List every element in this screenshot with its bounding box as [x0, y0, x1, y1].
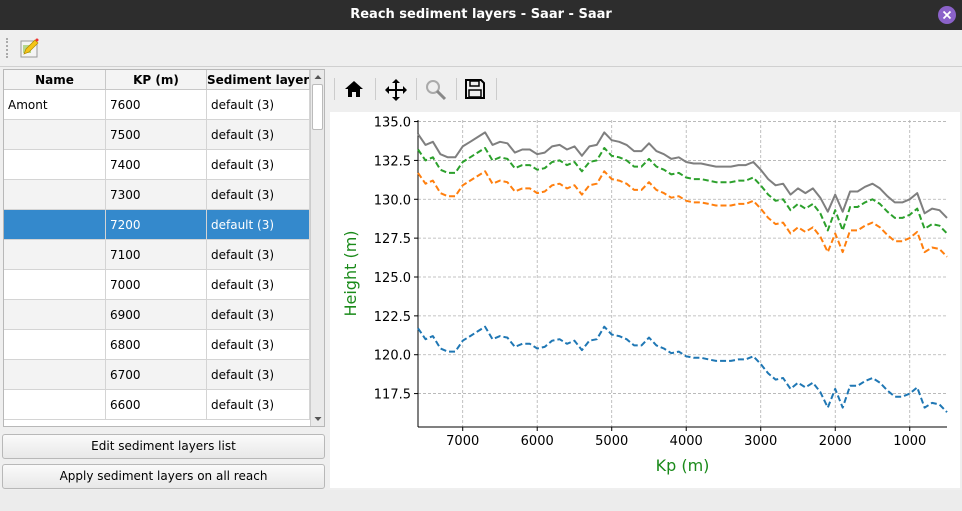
name-cell[interactable]: [4, 240, 106, 270]
table-row[interactable]: 7100 default (3): [4, 240, 310, 270]
status-bar: [0, 490, 962, 511]
y-tick-label: 125.0: [374, 271, 411, 286]
table-row[interactable]: 7400 default (3): [4, 150, 310, 180]
scroll-down-icon[interactable]: [311, 412, 325, 426]
name-cell[interactable]: [4, 300, 106, 330]
sediment-layers-cell[interactable]: default (3): [207, 90, 310, 120]
name-cell[interactable]: [4, 390, 106, 420]
x-axis-label: Kp (m): [656, 456, 710, 475]
series-line-1: [417, 147, 948, 235]
y-tick-label: 122.5: [374, 310, 411, 325]
sediment-layers-cell[interactable]: default (3): [207, 330, 310, 360]
x-tick-label: 3000: [744, 434, 777, 449]
name-cell[interactable]: [4, 120, 106, 150]
kp-cell[interactable]: 7000: [106, 270, 207, 300]
table-row[interactable]: 6600 default (3): [4, 390, 310, 420]
scroll-up-icon[interactable]: [311, 70, 325, 84]
window-title: Reach sediment layers - Saar - Saar: [350, 7, 612, 22]
series-line-0: [417, 131, 948, 219]
x-tick-label: 4000: [670, 434, 703, 449]
sediment-layers-cell[interactable]: default (3): [207, 300, 310, 330]
move-icon[interactable]: [384, 78, 408, 102]
table-row[interactable]: 7000 default (3): [4, 270, 310, 300]
x-tick-label: 2000: [819, 434, 852, 449]
kp-cell[interactable]: 6600: [106, 390, 207, 420]
y-tick-label: 127.5: [374, 232, 411, 247]
header-sediment-layers[interactable]: Sediment layers: [207, 70, 310, 90]
name-cell[interactable]: [4, 180, 106, 210]
save-icon[interactable]: [464, 78, 488, 102]
table-row[interactable]: 7500 default (3): [4, 120, 310, 150]
main-toolbar: [0, 30, 962, 67]
table-row[interactable]: Amont 7600 default (3): [4, 90, 310, 120]
y-tick-label: 130.0: [374, 193, 411, 208]
table-row[interactable]: 6800 default (3): [4, 330, 310, 360]
sediment-layers-cell[interactable]: default (3): [207, 360, 310, 390]
close-icon[interactable]: [938, 6, 956, 24]
sediment-layers-cell[interactable]: default (3): [207, 240, 310, 270]
edit-document-icon[interactable]: [18, 37, 40, 59]
table-row[interactable]: 6900 default (3): [4, 300, 310, 330]
edit-sediment-layers-button[interactable]: Edit sediment layers list: [2, 434, 325, 459]
kp-cell[interactable]: 7100: [106, 240, 207, 270]
kp-cell[interactable]: 6700: [106, 360, 207, 390]
header-kp[interactable]: KP (m): [106, 70, 207, 90]
sediment-layers-cell[interactable]: default (3): [207, 180, 310, 210]
y-tick-label: 135.0: [374, 116, 411, 131]
kp-cell[interactable]: 7400: [106, 150, 207, 180]
kp-cell[interactable]: 7600: [106, 90, 207, 120]
y-axis-label: Height (m): [341, 230, 360, 316]
x-tick-label: 6000: [521, 434, 554, 449]
name-cell[interactable]: [4, 150, 106, 180]
home-icon[interactable]: [343, 78, 367, 102]
window-titlebar: Reach sediment layers - Saar - Saar: [0, 0, 962, 30]
name-cell[interactable]: [4, 360, 106, 390]
kp-cell[interactable]: 6800: [106, 330, 207, 360]
kp-cell[interactable]: 7200: [106, 210, 207, 240]
x-tick-label: 1000: [893, 434, 926, 449]
name-cell[interactable]: [4, 210, 106, 240]
name-cell[interactable]: Amont: [4, 90, 106, 120]
height-chart[interactable]: 7000 6000 5000 4000 3000 2000 1000 135.0 132.5 13…: [330, 112, 960, 488]
sediment-layers-cell[interactable]: default (3): [207, 390, 310, 420]
y-tick-label: 132.5: [374, 154, 411, 169]
sediment-layers-cell[interactable]: default (3): [207, 120, 310, 150]
kp-cell[interactable]: 6900: [106, 300, 207, 330]
x-tick-label: 5000: [595, 434, 628, 449]
name-cell[interactable]: [4, 330, 106, 360]
sediment-layers-cell[interactable]: default (3): [207, 210, 310, 240]
table-row[interactable]: 6700 default (3): [4, 360, 310, 390]
apply-sediment-layers-button[interactable]: Apply sediment layers on all reach: [2, 464, 325, 489]
x-tick-label: 7000: [446, 434, 479, 449]
chart-svg: 7000 6000 5000 4000 3000 2000 1000 135.0 132.5 13…: [341, 116, 948, 475]
kp-cell[interactable]: 7500: [106, 120, 207, 150]
scrollbar-thumb[interactable]: [312, 84, 323, 130]
sediment-layers-cell[interactable]: default (3): [207, 270, 310, 300]
sediment-table: Name KP (m) Sediment layers Amont 7600 def…: [3, 69, 325, 427]
series-line-2: [417, 170, 948, 258]
header-name[interactable]: Name: [4, 70, 106, 90]
table-row[interactable]: 7200 default (3): [4, 210, 310, 240]
y-tick-label: 120.0: [374, 349, 411, 364]
kp-cell[interactable]: 7300: [106, 180, 207, 210]
y-tick-label: 117.5: [374, 388, 411, 403]
name-cell[interactable]: [4, 270, 106, 300]
chart-toolbar: [330, 70, 962, 110]
table-row[interactable]: 7300 default (3): [4, 180, 310, 210]
toolbar-grip[interactable]: [6, 38, 9, 58]
sediment-layers-cell[interactable]: default (3): [207, 150, 310, 180]
zoom-icon[interactable]: [424, 78, 448, 102]
table-scrollbar[interactable]: [310, 70, 324, 426]
series-line-3: [417, 325, 948, 413]
